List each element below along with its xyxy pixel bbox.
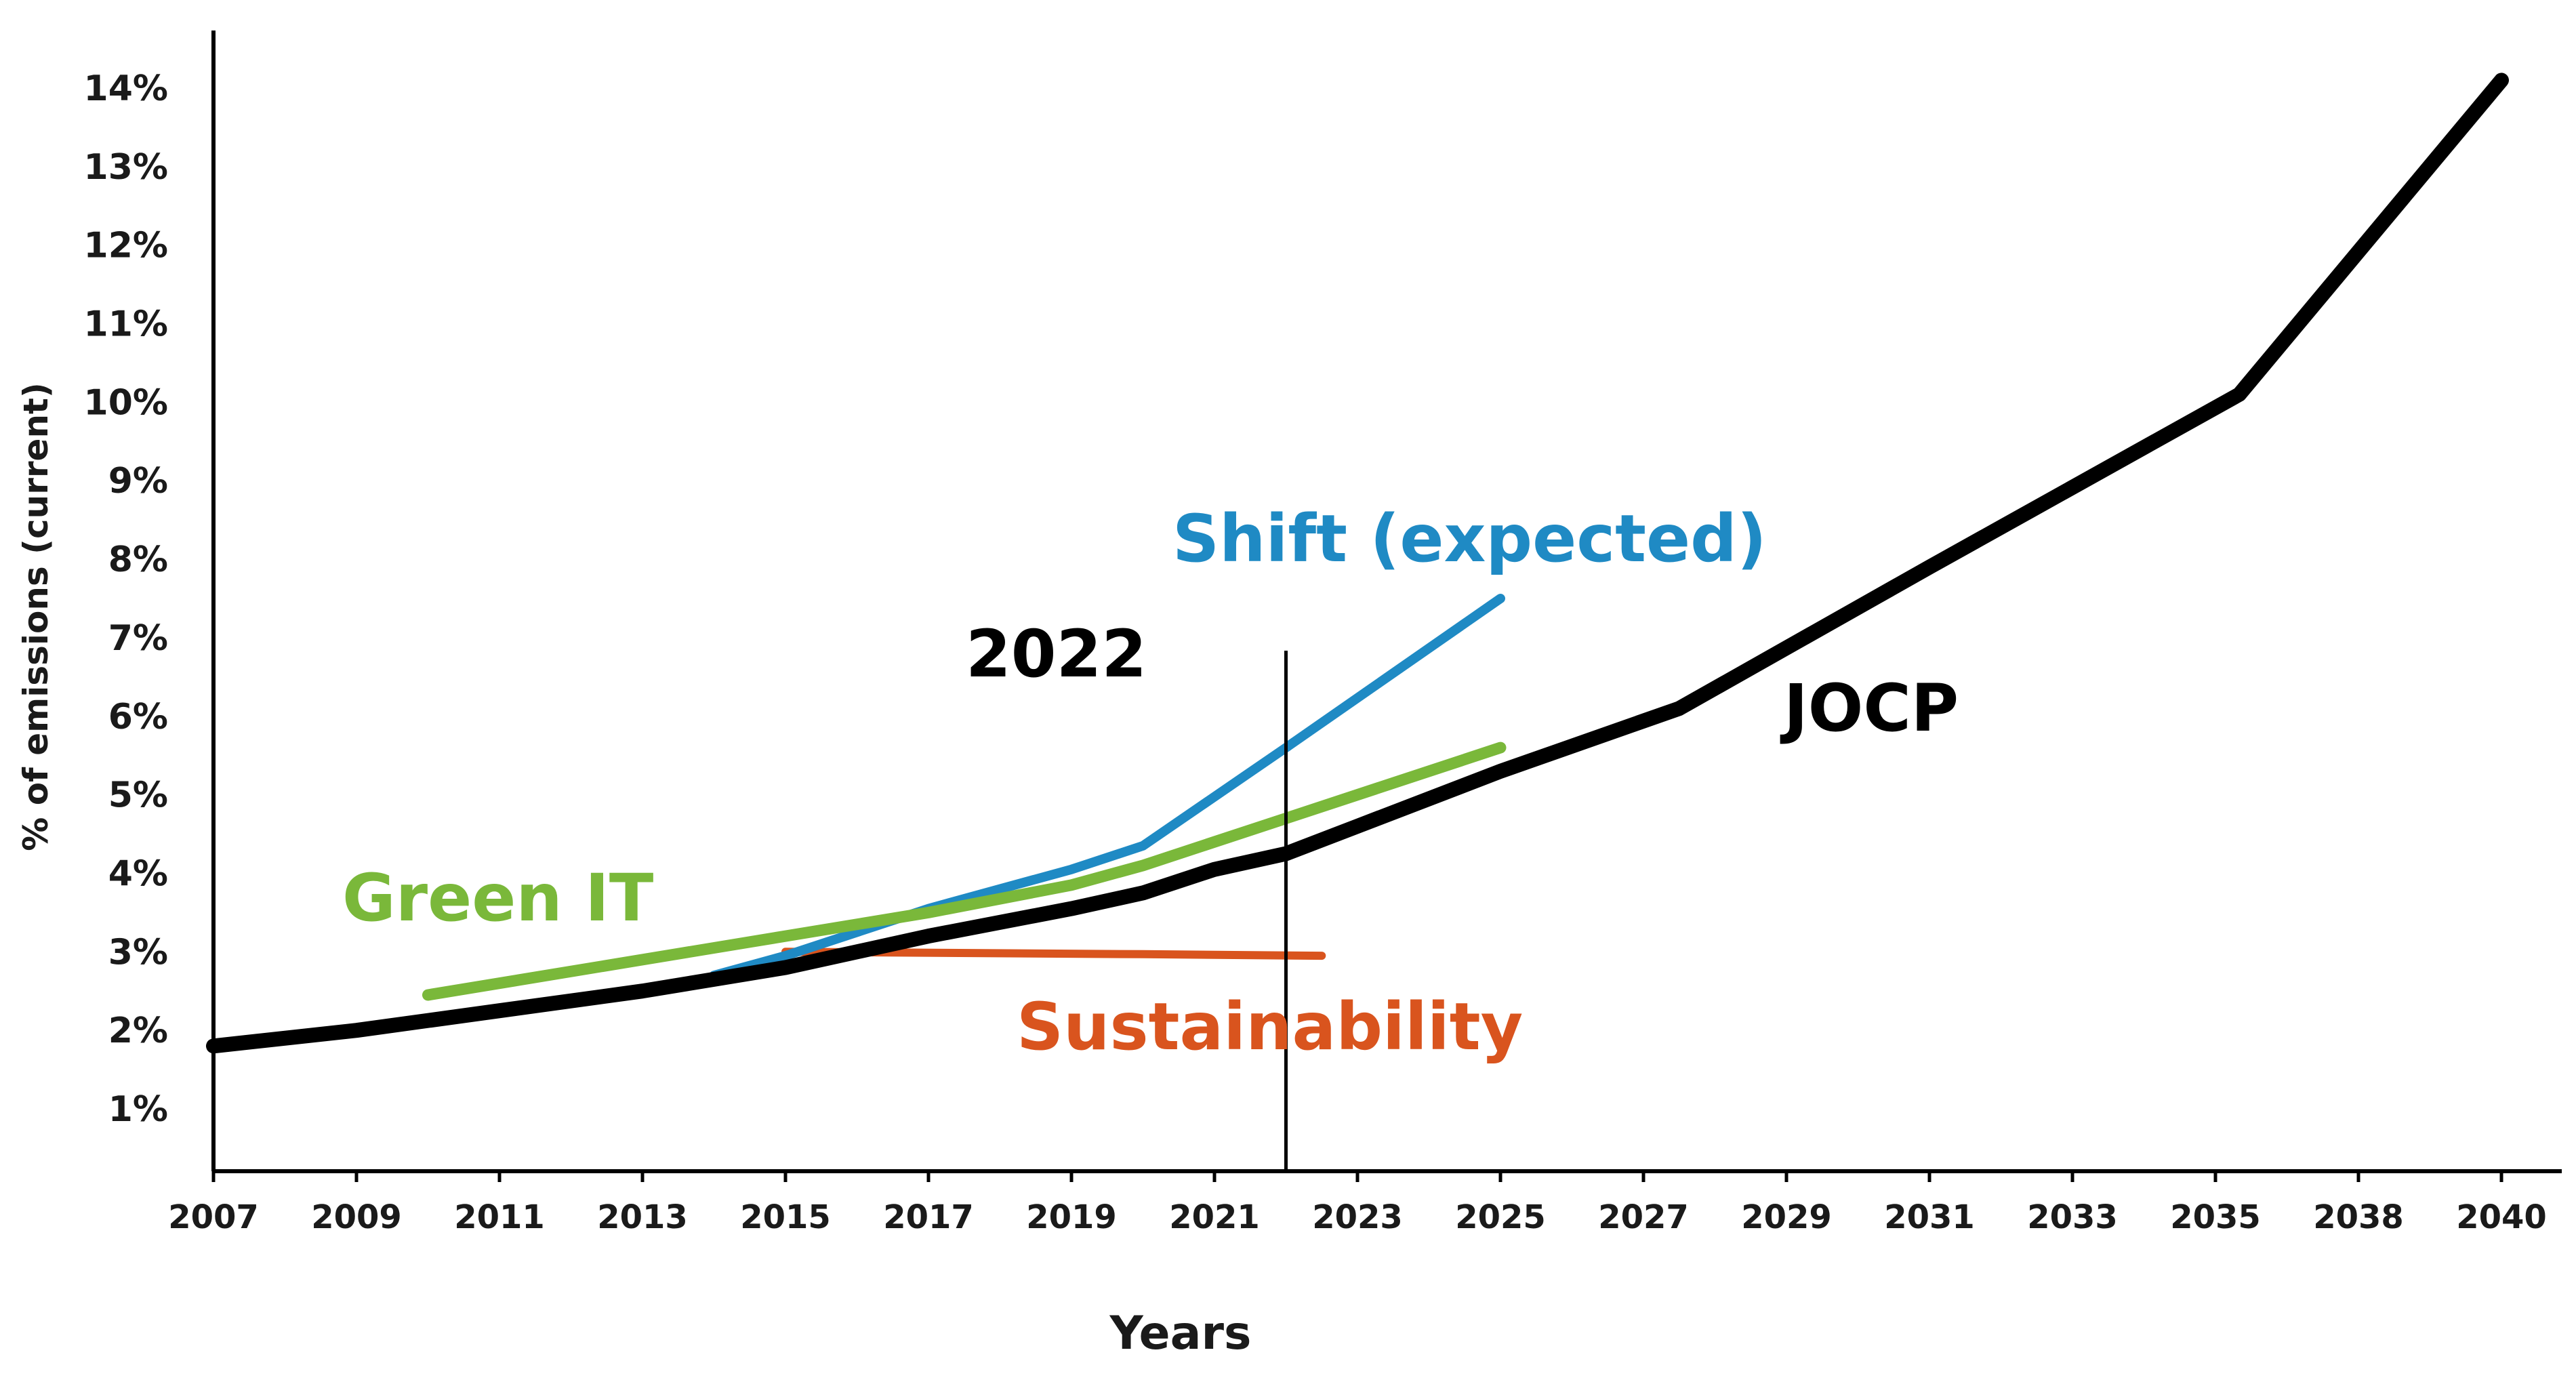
y-tick-label: 3% — [108, 932, 168, 973]
y-tick-label: 5% — [108, 775, 168, 816]
annotations: Shift (expected) Green IT Sustainability JO… — [342, 501, 1959, 1065]
x-tick-label: 2038 — [2313, 1198, 2404, 1236]
y-tick-label: 6% — [108, 697, 168, 737]
axes — [211, 31, 2562, 1173]
x-tick-label: 2013 — [597, 1198, 688, 1236]
y-axis-title: % of emissions (current) — [16, 382, 56, 851]
y-tick-label: 1% — [108, 1089, 168, 1130]
y-tick-label: 2% — [108, 1011, 168, 1051]
x-tick-label: 2029 — [1741, 1198, 1832, 1236]
x-tick-label: 2040 — [2456, 1198, 2547, 1236]
series-line-jocp — [206, 73, 2509, 1054]
x-tick-label: 2027 — [1598, 1198, 1689, 1236]
x-tick-label: 2031 — [1884, 1198, 1975, 1236]
y-tick-label: 9% — [108, 461, 168, 502]
x-tick-label: 2015 — [740, 1198, 831, 1236]
annotation-jocp: JOCP — [1780, 670, 1959, 746]
y-tick-label: 13% — [84, 147, 168, 188]
y-tick-label: 10% — [84, 382, 168, 423]
x-tick-label: 2033 — [2027, 1198, 2118, 1236]
x-axis-tick-labels: 2007 2009 2011 2013 2015 2017 2019 2021 2023 2025… — [168, 1171, 2547, 1236]
x-tick-label: 2011 — [454, 1198, 545, 1236]
x-tick-label: 2019 — [1026, 1198, 1117, 1236]
x-axis-title: Years — [1109, 1307, 1251, 1360]
x-tick-label: 2017 — [883, 1198, 974, 1236]
annotation-2022: 2022 — [966, 616, 1147, 692]
annotation-shift-expected: Shift (expected) — [1172, 501, 1767, 577]
series-line-green-it — [422, 741, 1507, 1001]
x-tick-label: 2025 — [1455, 1198, 1546, 1236]
y-tick-label: 11% — [84, 304, 168, 345]
y-tick-label: 8% — [108, 540, 168, 580]
x-tick-label: 2023 — [1312, 1198, 1403, 1236]
y-tick-label: 14% — [84, 68, 168, 109]
y-axis-tick-labels: 1% 2% 3% 4% 5% 6% 7% 8% 9% 10% 11% 12% 13% 14% — [84, 68, 168, 1130]
x-tick-label: 2021 — [1169, 1198, 1260, 1236]
series-line-sustainability — [781, 948, 1326, 960]
y-tick-label: 7% — [108, 618, 168, 659]
x-tick-label: 2035 — [2170, 1198, 2261, 1236]
annotation-green-it: Green IT — [342, 860, 653, 936]
y-tick-label: 12% — [84, 226, 168, 266]
annotation-sustainability: Sustainability — [1017, 989, 1523, 1065]
x-tick-label: 2009 — [311, 1198, 402, 1236]
y-tick-label: 4% — [108, 853, 168, 894]
x-tick-label: 2007 — [168, 1198, 259, 1236]
